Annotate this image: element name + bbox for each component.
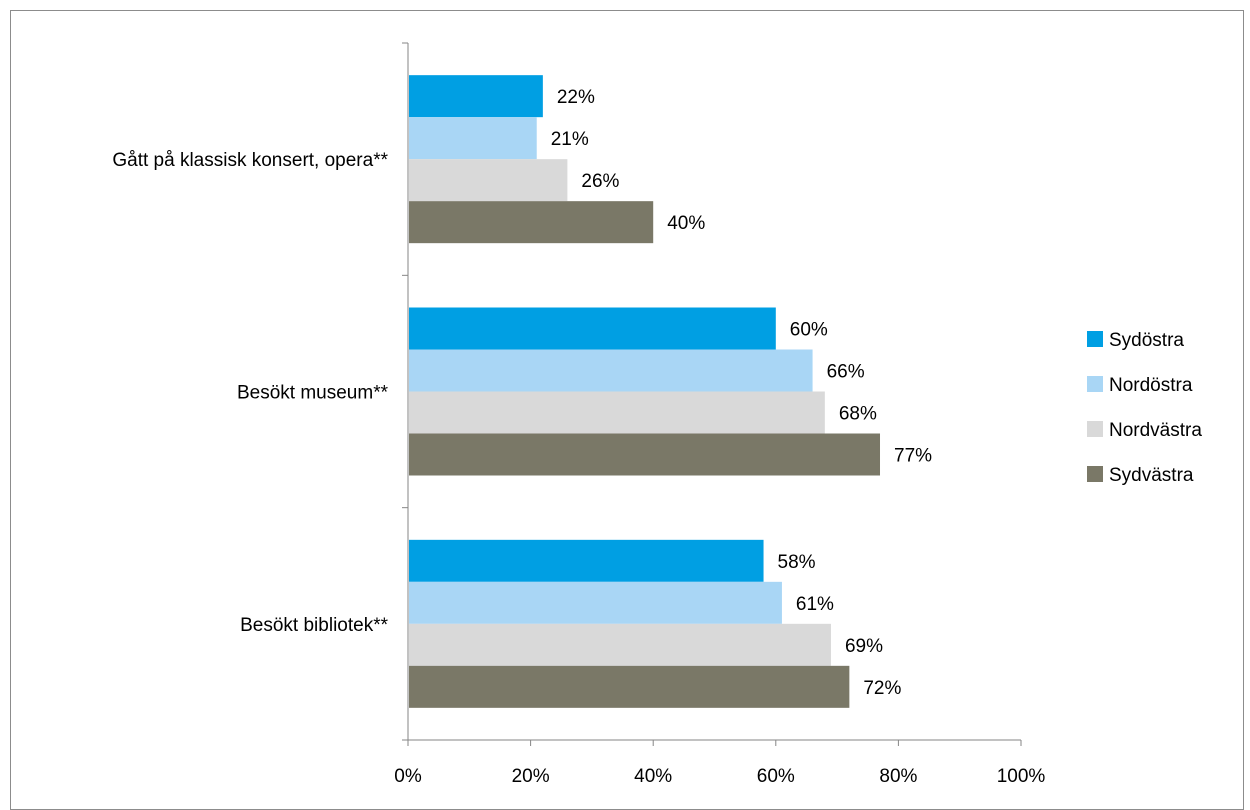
x-tick-label: 80% xyxy=(879,766,917,787)
category-label: Gått på klassisk konsert, opera** xyxy=(112,150,388,171)
bar xyxy=(409,349,813,392)
legend-label: Sydvästra xyxy=(1109,465,1194,486)
data-label: 66% xyxy=(827,362,865,383)
bar xyxy=(409,623,831,666)
category-label: Besökt museum** xyxy=(237,383,389,404)
data-label: 77% xyxy=(894,446,932,467)
data-label: 21% xyxy=(551,129,589,150)
bar xyxy=(409,75,543,118)
bar xyxy=(409,433,881,476)
x-tick-label: 100% xyxy=(997,766,1046,787)
data-label: 60% xyxy=(790,320,828,341)
bar xyxy=(409,581,782,624)
data-label: 40% xyxy=(667,213,705,234)
bar xyxy=(409,307,776,350)
data-label: 22% xyxy=(557,87,595,108)
data-label: 72% xyxy=(863,678,901,699)
bar xyxy=(409,159,568,202)
bar xyxy=(409,117,537,160)
bar xyxy=(409,665,850,708)
data-label: 26% xyxy=(581,171,619,192)
legend-swatch xyxy=(1087,466,1103,482)
x-tick-label: 0% xyxy=(394,766,422,787)
bar xyxy=(409,201,654,244)
legend-swatch xyxy=(1087,421,1103,437)
legend-swatch xyxy=(1087,376,1103,392)
legend-label: Nordvästra xyxy=(1109,420,1202,441)
category-label: Besökt bibliotek** xyxy=(240,615,388,636)
data-label: 58% xyxy=(778,552,816,573)
legend-swatch xyxy=(1087,331,1103,347)
data-label: 68% xyxy=(839,404,877,425)
bar xyxy=(409,539,764,582)
legend-label: Nordöstra xyxy=(1109,375,1193,396)
data-label: 61% xyxy=(796,594,834,615)
x-tick-label: 60% xyxy=(757,766,795,787)
x-tick-label: 40% xyxy=(634,766,672,787)
bar xyxy=(409,391,825,434)
legend-label: Sydöstra xyxy=(1109,330,1184,351)
data-label: 69% xyxy=(845,636,883,657)
x-tick-label: 20% xyxy=(512,766,550,787)
